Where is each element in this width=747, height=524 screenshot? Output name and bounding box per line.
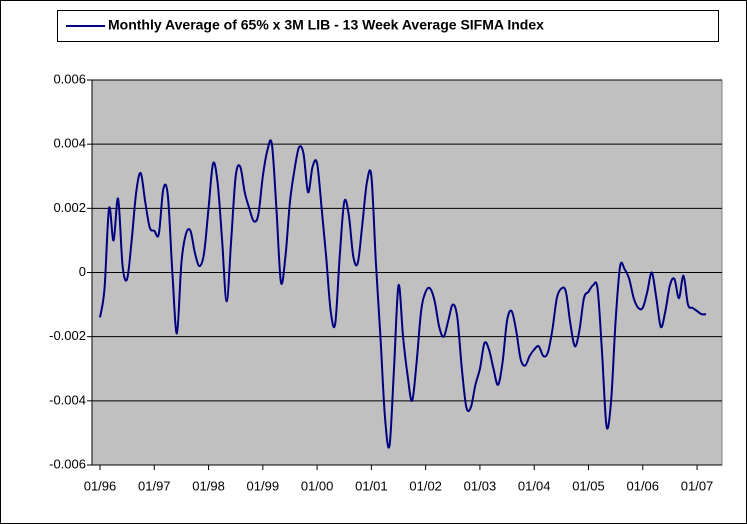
legend-box: [57, 10, 719, 42]
x-tick-label: 01/04: [518, 478, 551, 493]
y-tick-label: -0.002: [49, 328, 86, 343]
y-tick-label: 0: [79, 264, 86, 279]
x-tick-label: 01/03: [464, 478, 497, 493]
y-tick-label: -0.004: [49, 392, 86, 407]
x-tick-label: 01/01: [355, 478, 388, 493]
y-tick-label: 0.006: [53, 71, 86, 86]
x-tick-label: 01/00: [301, 478, 334, 493]
x-tick-label: 01/02: [409, 478, 442, 493]
x-tick-label: 01/05: [572, 478, 605, 493]
data-line: [99, 139, 707, 449]
y-tick-label: -0.006: [49, 456, 86, 471]
legend-label: Monthly Average of 65% x 3M LIB - 13 Wee…: [108, 17, 544, 33]
y-tick-label: 0.002: [53, 200, 86, 215]
x-tick-label: 01/97: [138, 478, 171, 493]
x-tick-label: 01/98: [192, 478, 225, 493]
x-tick-label: 01/06: [626, 478, 659, 493]
y-tick-label: 0.004: [53, 136, 86, 151]
x-tick-label: 01/99: [247, 478, 280, 493]
plot-area: -0.006 -0.004 -0.002 0 0.002 0.004 0.006 01/96 0…: [49, 71, 723, 493]
x-tick-label: 01/07: [681, 478, 714, 493]
x-tick-label: 01/96: [84, 478, 117, 493]
